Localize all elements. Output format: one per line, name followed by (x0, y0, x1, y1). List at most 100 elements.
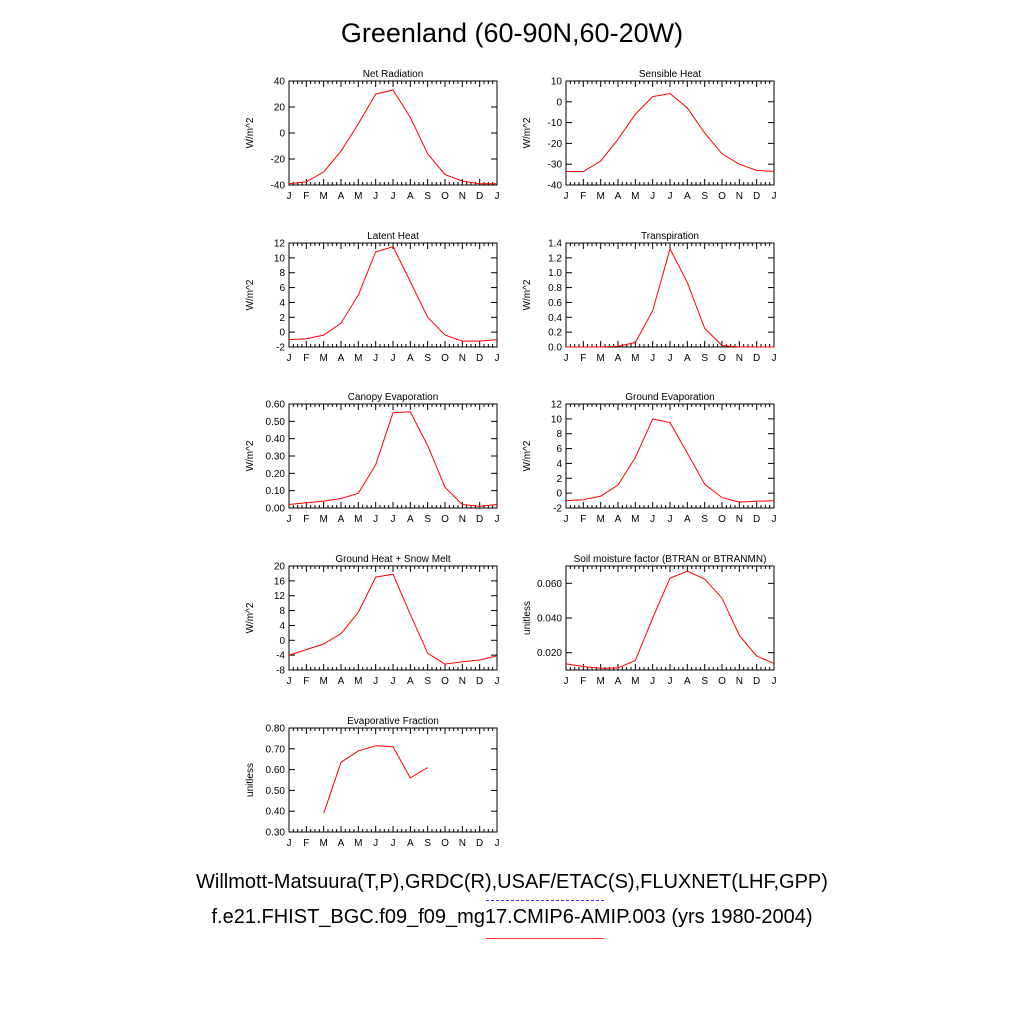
x-tick-label: S (701, 353, 708, 364)
x-tick-label: M (631, 353, 639, 364)
series-line-0 (288, 246, 498, 342)
x-tick-label: J (668, 514, 673, 525)
y-tick-label: 0 (279, 636, 285, 647)
x-tick-label: J (373, 353, 378, 364)
x-tick-label: M (596, 353, 604, 364)
y-tick-label: 2 (279, 313, 285, 324)
plot-frame (565, 80, 775, 186)
x-tick-label: J (391, 191, 396, 202)
y-tick-label: -2 (276, 343, 285, 354)
y-tick-label: 0.40 (266, 807, 286, 818)
y-tick-label: 0 (556, 97, 562, 108)
y-tick-label: -8 (276, 666, 285, 677)
x-tick-label: J (287, 514, 292, 525)
x-tick-label: J (495, 676, 500, 687)
x-tick-label: M (354, 838, 362, 849)
panel-3: Transpiration W/m^2 0.0 0.2 0.4 0.6 0.8 1.0 1.2 1… (522, 231, 777, 364)
x-tick-label: O (441, 838, 449, 849)
series-line-0 (566, 92, 775, 172)
y-tick-label: -40 (271, 181, 286, 192)
x-tick-label: O (441, 353, 449, 364)
x-tick-label: A (407, 514, 414, 525)
y-tick-label: 0.060 (537, 579, 562, 590)
x-tick-label: F (303, 514, 309, 525)
x-tick-label: A (407, 676, 414, 687)
y-tick-label: 12 (551, 400, 563, 411)
x-tick-label: J (772, 514, 777, 525)
x-tick-label: D (753, 676, 760, 687)
y-tick-label: 0.50 (266, 417, 286, 428)
x-tick-label: J (650, 191, 655, 202)
x-tick-label: S (424, 676, 431, 687)
y-tick-label: 2 (556, 474, 562, 485)
plot-frame (288, 80, 498, 186)
model-legend-swatch (486, 938, 604, 939)
x-tick-label: A (615, 191, 622, 202)
plot-frame (565, 242, 775, 348)
x-tick-label: J (772, 191, 777, 202)
y-tick-label: -40 (548, 181, 563, 192)
y-tick-label: -10 (548, 118, 563, 129)
x-tick-label: J (391, 676, 396, 687)
x-tick-label: F (303, 191, 309, 202)
x-tick-label: O (718, 191, 726, 202)
x-tick-label: D (476, 514, 483, 525)
x-tick-label: M (354, 191, 362, 202)
y-axis-label: W/m^2 (245, 440, 256, 471)
x-tick-label: O (441, 191, 449, 202)
y-tick-label: 16 (274, 576, 286, 587)
y-tick-label: 1.0 (548, 268, 562, 279)
panel-title: Transpiration (641, 231, 699, 242)
x-tick-label: A (684, 514, 691, 525)
panel-8: Evaporative Fraction unitless 0.30 0.40 0.50… (245, 716, 500, 849)
x-tick-label: D (753, 353, 760, 364)
x-tick-label: J (373, 191, 378, 202)
x-tick-label: N (736, 353, 743, 364)
y-tick-label: 20 (274, 103, 286, 114)
x-tick-label: A (338, 676, 345, 687)
y-tick-label: 20 (274, 562, 286, 573)
panel-title: Ground Evaporation (625, 392, 715, 403)
plot-frame (288, 727, 498, 833)
x-tick-label: M (631, 191, 639, 202)
x-tick-label: A (684, 676, 691, 687)
y-tick-label: 0.20 (266, 469, 286, 480)
y-axis-label: W/m^2 (245, 602, 256, 633)
y-tick-label: 0.6 (548, 298, 562, 309)
x-tick-label: S (424, 353, 431, 364)
x-tick-label: J (287, 191, 292, 202)
x-tick-label: D (476, 191, 483, 202)
x-tick-label: F (303, 838, 309, 849)
x-tick-label: J (650, 676, 655, 687)
y-axis-label: unitless (245, 763, 256, 797)
y-tick-label: 0.020 (537, 648, 562, 659)
x-tick-label: M (354, 676, 362, 687)
x-tick-label: O (441, 514, 449, 525)
x-tick-label: A (615, 676, 622, 687)
y-tick-label: 1.4 (548, 239, 562, 250)
x-tick-label: F (303, 353, 309, 364)
x-tick-label: N (459, 838, 466, 849)
series-line-0 (565, 570, 775, 669)
x-tick-label: S (701, 676, 708, 687)
y-tick-label: 6 (556, 444, 562, 455)
y-tick-label: 0.4 (548, 313, 562, 324)
x-tick-label: D (476, 838, 483, 849)
panel-title: Ground Heat + Snow Melt (335, 554, 451, 565)
x-tick-label: J (391, 514, 396, 525)
panel-6: Ground Heat + Snow Melt W/m^2 -8 -4 0 4 8 12 16 2… (245, 554, 500, 687)
x-tick-label: J (287, 353, 292, 364)
plot-frame (288, 403, 498, 509)
x-tick-label: M (319, 676, 327, 687)
plot-frame (288, 242, 498, 348)
x-tick-label: S (701, 514, 708, 525)
y-tick-label: -2 (553, 504, 562, 515)
y-tick-label: 0.30 (266, 828, 286, 839)
x-tick-label: J (650, 353, 655, 364)
x-tick-label: M (596, 514, 604, 525)
y-tick-label: 1.2 (548, 253, 562, 264)
x-tick-label: J (495, 353, 500, 364)
x-tick-label: N (736, 191, 743, 202)
x-tick-label: J (495, 514, 500, 525)
y-tick-label: 0.00 (266, 504, 286, 515)
